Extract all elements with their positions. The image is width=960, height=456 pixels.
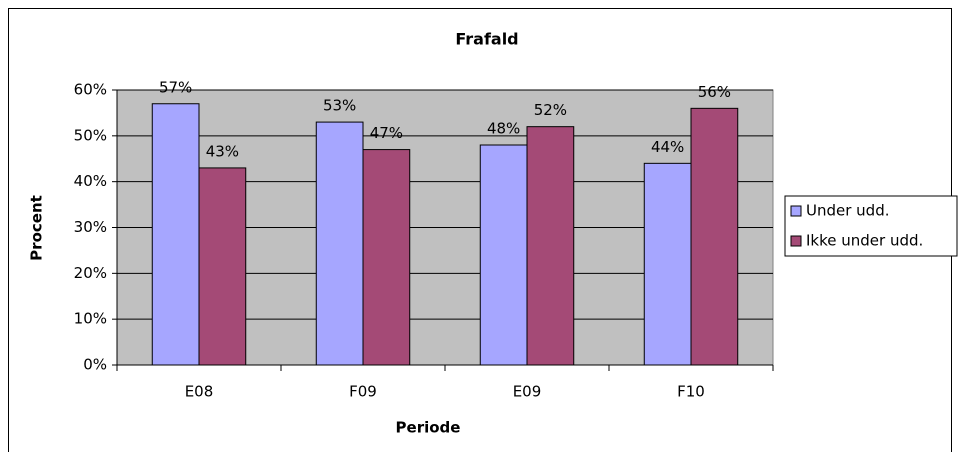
value-label: 43% xyxy=(206,142,239,160)
bar xyxy=(643,162,692,366)
x-tick-label: E09 xyxy=(513,383,542,401)
y-tick-label: 60% xyxy=(74,81,107,99)
legend-swatch xyxy=(790,205,802,217)
bar xyxy=(151,103,200,366)
y-tick-label: 20% xyxy=(74,264,107,282)
value-label: 44% xyxy=(651,138,684,156)
legend-label: Ikke under udd. xyxy=(806,232,923,250)
bar xyxy=(198,167,247,366)
x-tick-label: F10 xyxy=(677,383,705,401)
y-tick-label: 50% xyxy=(74,126,107,144)
legend-label: Under udd. xyxy=(806,202,890,220)
x-tick-label: F09 xyxy=(349,383,377,401)
value-label: 57% xyxy=(159,78,192,96)
bar xyxy=(479,144,528,366)
value-label: 48% xyxy=(487,120,520,138)
bar xyxy=(362,149,411,366)
y-tick-label: 10% xyxy=(74,310,107,328)
y-tick-label: 0% xyxy=(83,356,107,374)
x-tick-label: E08 xyxy=(185,383,214,401)
bar xyxy=(526,126,575,366)
bar xyxy=(690,107,739,366)
chart-title: Frafald xyxy=(455,30,518,49)
y-tick-label: 30% xyxy=(74,218,107,236)
y-tick-label: 40% xyxy=(74,172,107,190)
value-label: 52% xyxy=(534,101,567,119)
y-axis-label: Procent xyxy=(28,195,46,261)
legend-box xyxy=(784,195,958,257)
value-label: 47% xyxy=(370,124,403,142)
x-axis-label: Periode xyxy=(396,419,461,437)
value-label: 56% xyxy=(698,83,731,101)
legend-swatch xyxy=(790,235,802,247)
bar xyxy=(315,121,364,366)
value-label: 53% xyxy=(323,97,356,115)
